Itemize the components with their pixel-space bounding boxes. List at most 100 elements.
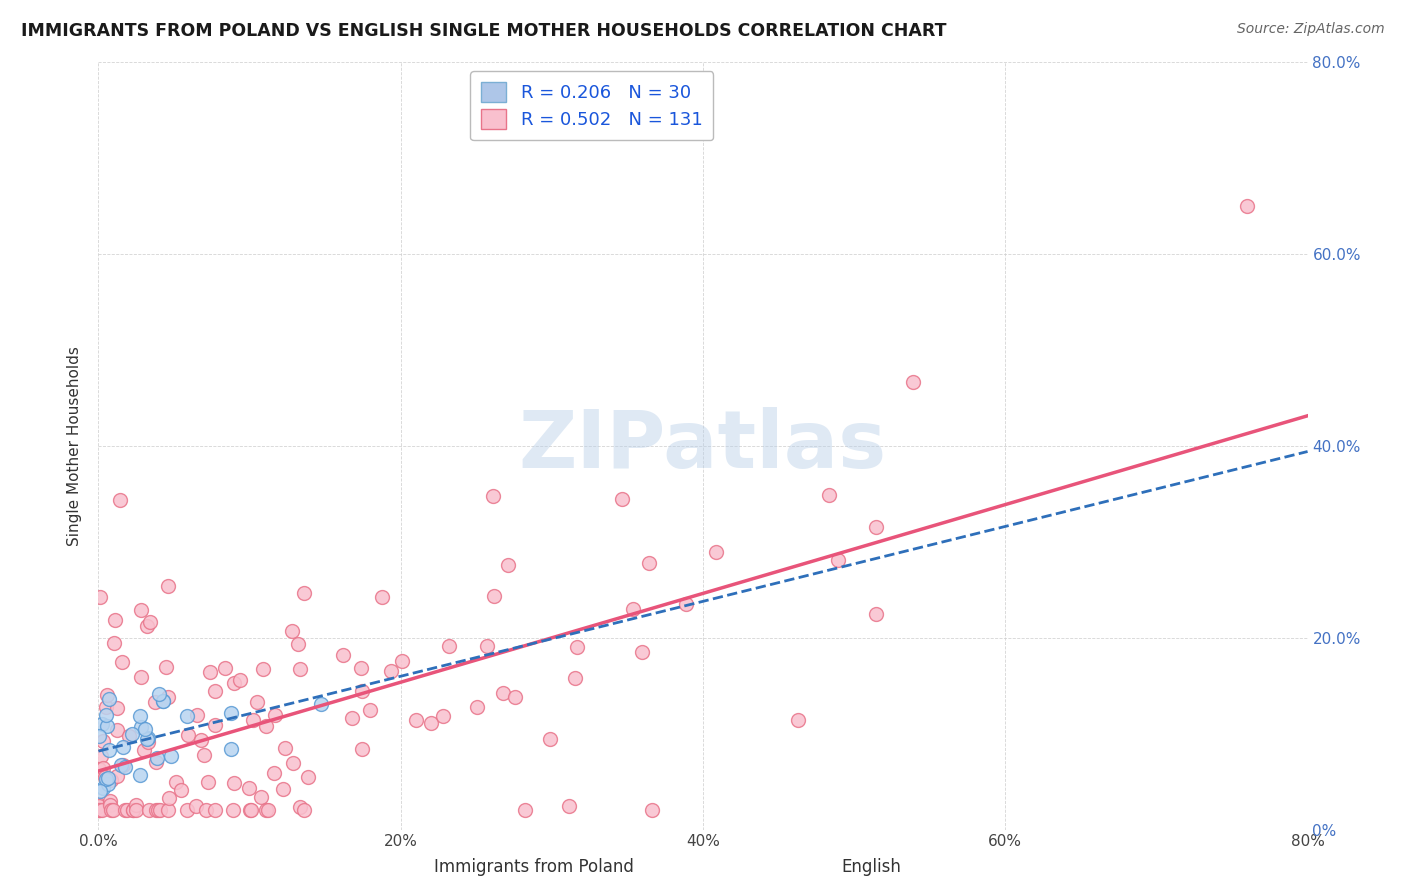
Point [190, 733, 212, 747]
Point [145, 804, 167, 818]
Point [111, 655, 134, 669]
Point [787, 713, 810, 727]
Point [352, 684, 374, 698]
Point [437, 639, 460, 653]
Point [252, 662, 274, 676]
Point [91, 780, 114, 795]
Point [90, 804, 112, 818]
Point [121, 727, 143, 741]
Point [91, 734, 114, 748]
Text: ZIPatlas: ZIPatlas [519, 407, 887, 485]
Point [465, 699, 488, 714]
Point [245, 695, 267, 709]
Point [149, 804, 172, 818]
Point [93, 770, 115, 784]
Point [118, 729, 141, 743]
Point [186, 799, 208, 814]
Point [432, 708, 454, 723]
Point [98, 743, 121, 757]
Point [391, 655, 413, 669]
Point [288, 800, 311, 814]
Point [630, 645, 652, 659]
Point [405, 714, 427, 728]
Point [242, 713, 264, 727]
Point [240, 804, 263, 818]
Point [132, 743, 155, 757]
Point [567, 640, 589, 655]
Point [204, 717, 226, 731]
Point [152, 694, 174, 708]
Point [114, 804, 136, 818]
Point [214, 661, 236, 675]
Point [170, 783, 193, 797]
Point [91, 761, 114, 775]
Point [292, 804, 315, 818]
Point [122, 804, 145, 818]
Point [176, 728, 198, 742]
Point [148, 687, 170, 701]
Point [87, 762, 110, 776]
Point [157, 790, 180, 805]
Point [297, 771, 319, 785]
Point [97, 777, 120, 791]
Point [136, 735, 159, 749]
Point [257, 804, 280, 818]
Point [193, 748, 215, 763]
Point [901, 376, 924, 390]
Point [90, 749, 112, 764]
Point [129, 603, 152, 617]
Point [129, 709, 152, 723]
Point [91, 717, 114, 731]
Point [100, 772, 122, 787]
Point [564, 671, 586, 685]
Point [87, 804, 110, 818]
Point [238, 781, 260, 796]
Point [157, 690, 180, 704]
Point [155, 660, 177, 674]
Point [263, 766, 285, 780]
Point [89, 590, 111, 604]
Point [281, 624, 304, 639]
Point [254, 804, 277, 818]
Point [94, 772, 117, 787]
Point [195, 803, 218, 817]
Point [558, 798, 581, 813]
Point [222, 676, 245, 690]
Point [104, 613, 127, 627]
Point [87, 804, 110, 818]
Point [152, 694, 174, 708]
Point [134, 723, 156, 737]
Point [309, 697, 332, 711]
Point [87, 804, 110, 818]
Point [87, 797, 110, 811]
Point [496, 558, 519, 573]
Point [96, 700, 118, 714]
Point [156, 579, 179, 593]
Point [125, 804, 148, 818]
Point [610, 492, 633, 507]
Point [271, 781, 294, 796]
Point [263, 708, 285, 723]
Point [332, 648, 354, 663]
Point [87, 798, 110, 813]
Point [274, 741, 297, 756]
Point [176, 804, 198, 818]
Point [481, 489, 503, 503]
Point [865, 607, 887, 621]
Point [292, 586, 315, 600]
Point [475, 639, 498, 653]
Point [1236, 199, 1258, 213]
Point [145, 756, 167, 770]
Point [129, 670, 152, 684]
Point [100, 804, 122, 818]
Point [105, 723, 128, 737]
Point [222, 804, 245, 818]
Point [89, 784, 111, 798]
Legend: R = 0.206   N = 30, R = 0.502   N = 131: R = 0.206 N = 30, R = 0.502 N = 131 [470, 71, 713, 140]
Point [865, 519, 887, 533]
Y-axis label: Single Mother Households: Single Mother Households [67, 346, 83, 546]
Point [229, 673, 252, 687]
Point [492, 686, 515, 700]
Point [125, 797, 148, 812]
Point [350, 661, 373, 675]
